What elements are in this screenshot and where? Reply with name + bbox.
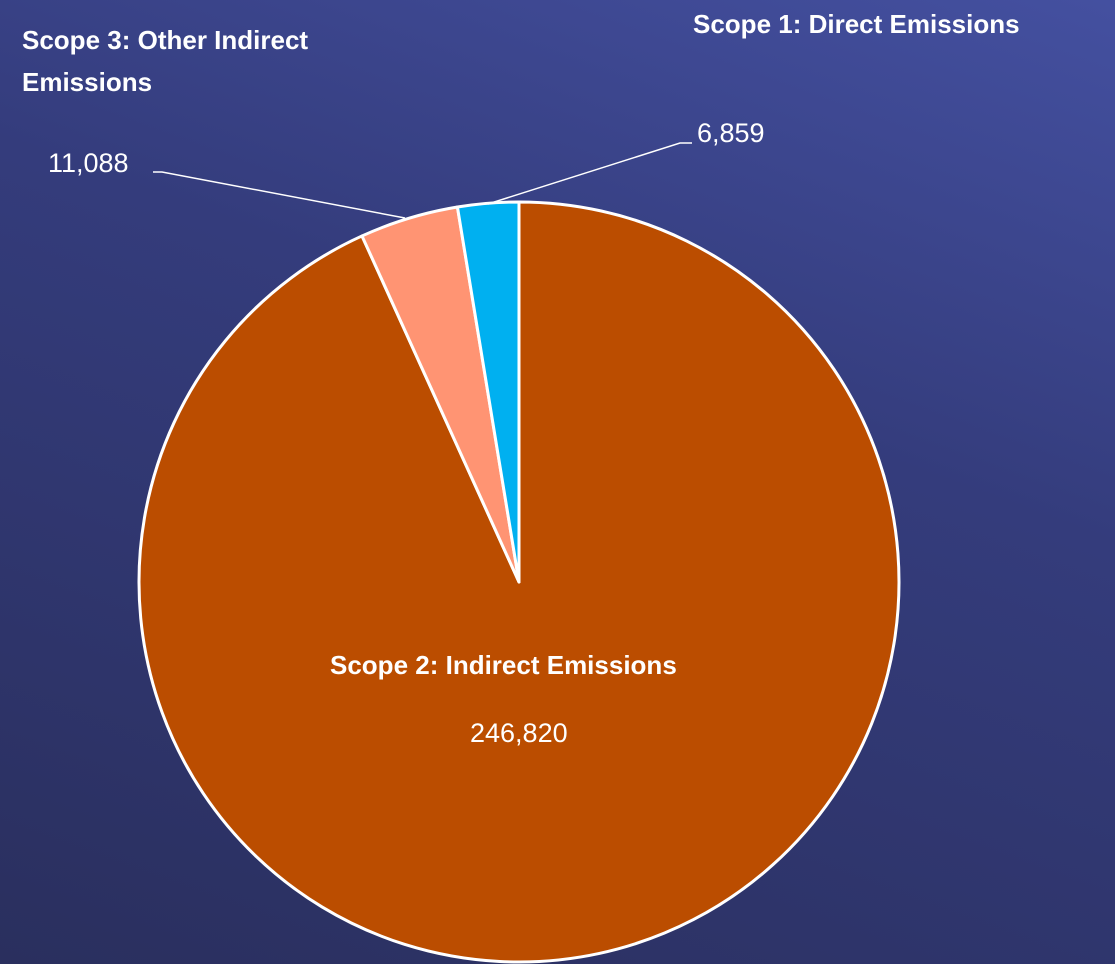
- leader-line: [153, 171, 406, 219]
- slice-name: Scope 1: Direct Emissions: [693, 9, 1020, 39]
- slice-name: Scope 3: Other Indirect Emissions: [22, 25, 309, 97]
- slice-name: Scope 2: Indirect Emissions: [330, 650, 677, 680]
- leader-line: [487, 142, 692, 205]
- slice-value: 6,859: [697, 118, 765, 148]
- slice-value: 11,088: [48, 148, 129, 178]
- slice-value: 246,820: [470, 718, 568, 748]
- slices: [137, 200, 901, 964]
